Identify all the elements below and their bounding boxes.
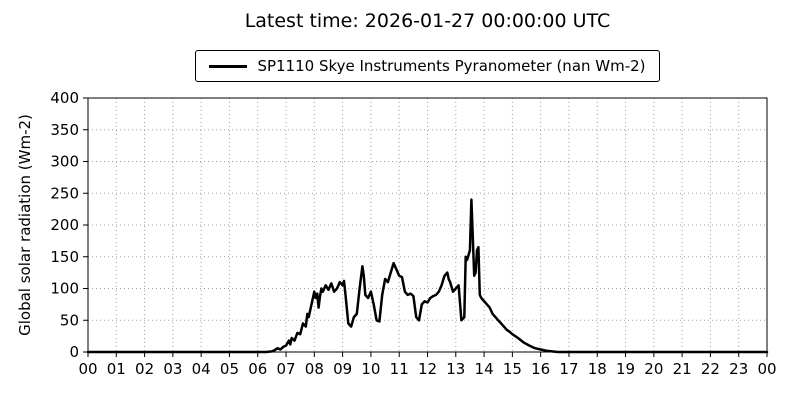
x-tick-label: 02 [135,360,154,378]
chart-title: Latest time: 2026-01-27 00:00:00 UTC [244,10,611,32]
data-line [86,198,769,354]
x-tick-label: 04 [192,360,211,378]
x-tick-label: 10 [361,360,380,378]
x-tick-label: 21 [673,360,692,378]
x-tick-label: 23 [729,360,748,378]
legend-label: SP1110 Skye Instruments Pyranometer (nan… [257,57,646,75]
x-tick-label: 07 [276,360,295,378]
y-tick-label: 50 [60,311,79,329]
x-tick-label: 05 [220,360,239,378]
y-tick-label: 300 [50,153,79,171]
x-tick-label: 09 [333,360,352,378]
x-tick-label: 12 [418,360,437,378]
y-tick-label: 100 [50,280,79,298]
legend: SP1110 Skye Instruments Pyranometer (nan… [88,50,767,82]
x-tick-label: 08 [305,360,324,378]
x-tick-label: 00 [757,360,776,378]
x-tick-label: 17 [559,360,578,378]
y-tick-label: 0 [69,343,79,361]
legend-line-sample [209,64,248,68]
x-tick-label: 14 [475,360,494,378]
legend-box: SP1110 Skye Instruments Pyranometer (nan… [195,50,660,82]
y-tick-label: 200 [50,216,79,234]
x-tick-label: 01 [107,360,126,378]
x-tick-label: 22 [701,360,720,378]
plot-frame [87,97,768,353]
x-tick-label: 00 [78,360,97,378]
x-tick-label: 19 [616,360,635,378]
x-tick-label: 11 [390,360,409,378]
y-tick-label: 350 [50,121,79,139]
y-tick-label: 150 [50,248,79,266]
x-tick-label: 15 [503,360,522,378]
y-tick-label: 250 [50,184,79,202]
x-tick-label: 20 [644,360,663,378]
y-axis-label: Global solar radiation (Wm-2) [16,114,34,336]
x-tick-label: 18 [588,360,607,378]
x-tick-label: 13 [446,360,465,378]
x-tick-label: 16 [531,360,550,378]
x-tick-label: 06 [248,360,267,378]
x-tick-label: 03 [163,360,182,378]
y-tick-label: 400 [50,89,79,107]
